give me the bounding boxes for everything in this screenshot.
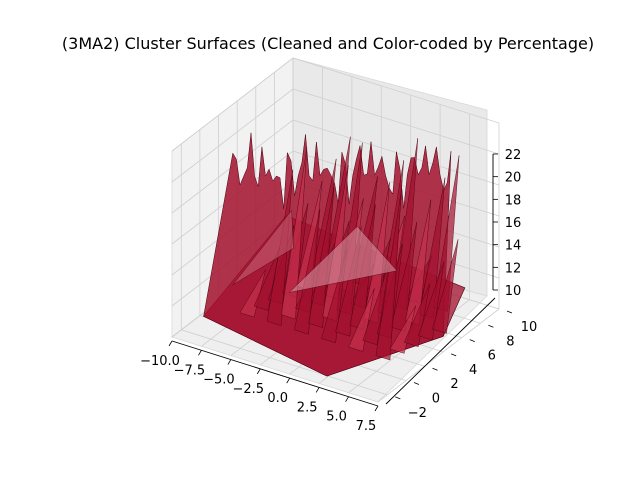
y-axis-line (385, 297, 496, 405)
surface-facet (404, 199, 432, 326)
x-tick-label: 5.0 (326, 410, 347, 425)
z-tick-label: 10 (505, 284, 522, 299)
x-tick-label: 2.5 (297, 400, 318, 415)
surface-facet (418, 261, 445, 341)
x-axis-line (171, 340, 379, 407)
y-tick-label: 6 (488, 349, 496, 364)
z-tick-label: 20 (505, 171, 522, 186)
y-tick-mark (469, 339, 475, 342)
y-tick-label: 10 (521, 320, 538, 335)
surface-facet (288, 226, 398, 293)
surface-facet (403, 283, 430, 347)
x-tick-mark (256, 368, 261, 375)
surface-facet (232, 209, 294, 285)
x-tick-mark (198, 350, 202, 356)
y-tick-mark (395, 396, 401, 400)
y-tick-label: 2 (450, 377, 458, 392)
x-tick-mark (168, 340, 173, 347)
surface-facet (348, 288, 375, 352)
x-tick-label: −10.0 (140, 354, 180, 369)
x-tick-label: −5.0 (203, 373, 235, 388)
grid-line-z (171, 119, 500, 214)
y-tick-mark (451, 353, 457, 357)
z-tick-label: 22 (505, 148, 522, 163)
x-tick-mark (345, 396, 349, 402)
surface-facet (362, 266, 389, 346)
x-tick-label: 0.0 (267, 391, 288, 406)
z-tick-label: 18 (505, 193, 522, 208)
x-tick-mark (374, 405, 379, 412)
y-tick-label: 0 (432, 392, 440, 407)
x-tick-label: 7.5 (356, 419, 377, 434)
y-tick-label: 8 (506, 334, 514, 349)
y-tick-mark (413, 382, 420, 385)
y-tick-label: 4 (469, 363, 477, 378)
cluster-surface (203, 132, 466, 377)
y-tick-label: −2 (408, 406, 427, 421)
x-tick-mark (315, 387, 320, 393)
z-tick-label: 12 (505, 261, 522, 276)
surface-facet (390, 221, 417, 332)
x-tick-mark (286, 377, 291, 384)
surface-facet (281, 147, 308, 320)
surface-facet (432, 239, 459, 334)
y-tick-mark (432, 367, 438, 371)
x-tick-label: −7.5 (174, 363, 206, 378)
z-tick-label: 14 (505, 239, 522, 254)
surface-facet (253, 247, 280, 311)
y-tick-mark (506, 310, 513, 314)
grid-line-z (171, 57, 500, 152)
x-tick-mark (227, 359, 232, 365)
y-tick-mark (488, 324, 494, 328)
grid-line-z (171, 88, 500, 183)
chart-title: (3MA2) Cluster Surfaces (Cleaned and Col… (62, 34, 594, 53)
z-tick-label: 16 (505, 216, 522, 231)
x-tick-label: −2.5 (232, 382, 264, 397)
